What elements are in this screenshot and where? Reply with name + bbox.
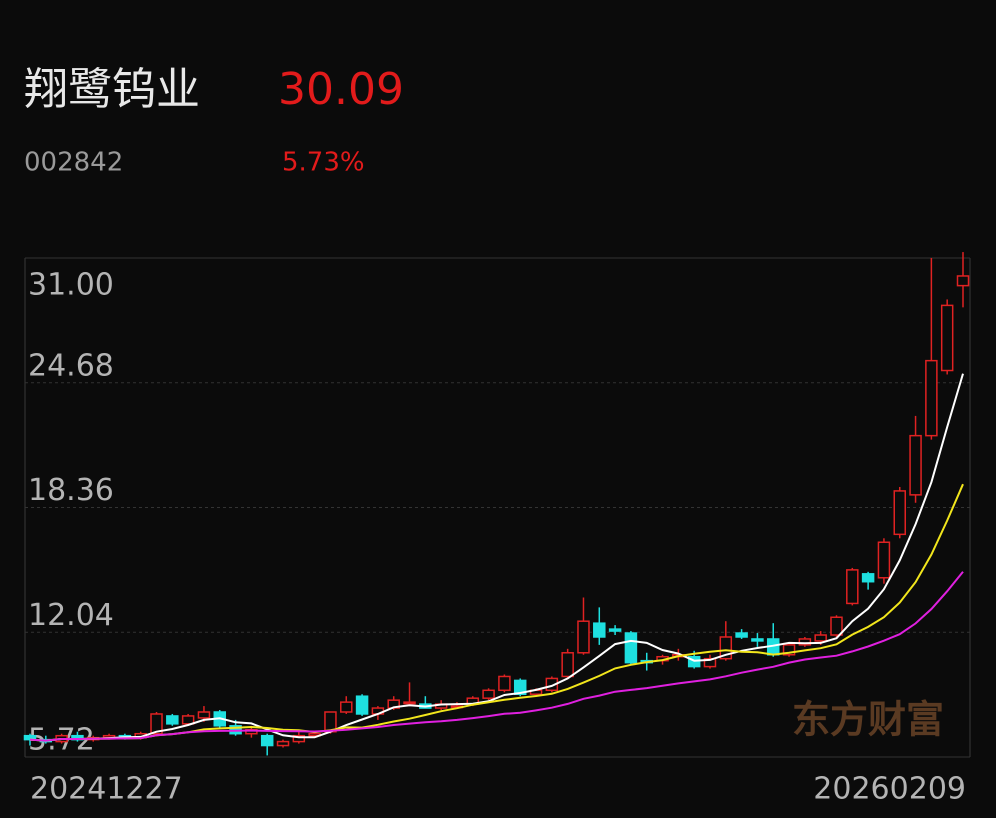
candle-body <box>925 359 938 437</box>
candle-body <box>751 638 764 642</box>
candle-body <box>561 652 574 678</box>
candle-body <box>909 434 922 496</box>
candle-body <box>735 632 748 638</box>
candle-body <box>703 657 717 668</box>
candle-body <box>861 573 875 583</box>
candle-body <box>166 715 179 725</box>
watermark: 东方财富 <box>792 698 944 742</box>
stock-price: 30.09 <box>278 64 404 115</box>
candle-body <box>893 490 906 536</box>
candle-body <box>719 636 733 660</box>
y-tick-label: 24.68 <box>28 348 114 383</box>
candle-body <box>877 541 891 579</box>
candle-body <box>181 715 195 725</box>
moving-average-line <box>29 373 964 742</box>
candle-body <box>846 569 859 605</box>
candle-body <box>150 713 163 735</box>
candle-body <box>814 634 827 642</box>
candle-body <box>608 628 622 632</box>
y-tick-label: 31.00 <box>28 268 114 303</box>
candle-body <box>276 740 290 747</box>
moving-average-line <box>29 571 964 742</box>
candle-body <box>292 734 306 743</box>
x-tick-label: 20260209 <box>813 772 966 807</box>
candle-body <box>482 689 495 699</box>
candle-body <box>197 711 211 719</box>
stock-code: 002842 <box>24 148 123 178</box>
candle-body <box>513 679 527 695</box>
candle-body <box>340 701 353 713</box>
x-tick-label: 20241227 <box>30 772 183 807</box>
candle-body <box>355 695 369 715</box>
candle-body <box>260 734 274 747</box>
candle-body <box>830 616 843 636</box>
candle-body <box>940 304 954 372</box>
candle-body <box>798 638 812 646</box>
y-tick-label: 18.36 <box>28 473 114 508</box>
stock-name: 翔鹭钨业 <box>24 64 200 115</box>
y-tick-label: 12.04 <box>28 598 114 633</box>
candle-body <box>956 275 970 287</box>
change-percent: 5.73% <box>282 148 365 178</box>
candle-body <box>498 675 511 692</box>
candle-body <box>593 622 606 638</box>
candle-body <box>403 701 416 705</box>
candle-body <box>577 620 590 654</box>
candle-body <box>782 644 796 656</box>
candle-body <box>624 632 638 664</box>
